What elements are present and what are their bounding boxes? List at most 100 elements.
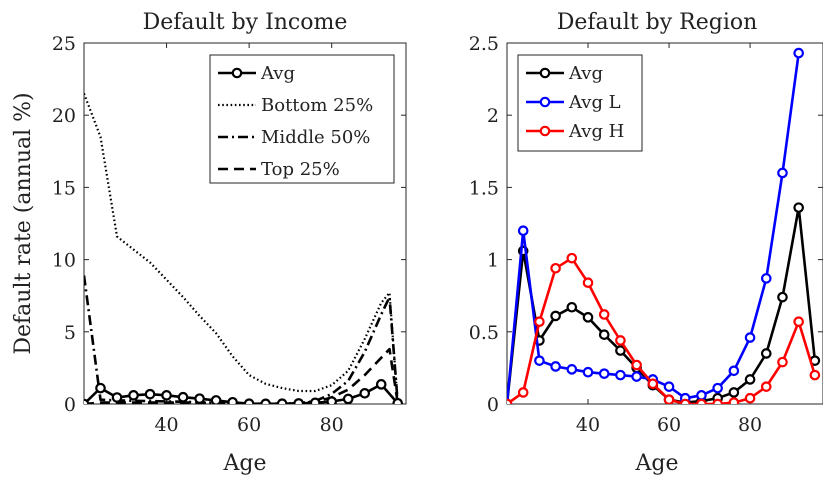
data-point [550, 361, 561, 372]
legend: Avg Bottom 25% Middle 50% Top 25% [209, 54, 395, 184]
chart-title: Default by Income [143, 10, 348, 35]
data-point [793, 316, 804, 327]
legend-swatch-marker [231, 67, 243, 79]
y-tick-label: 25 [52, 33, 76, 55]
y-tick-label: 5 [64, 322, 76, 344]
legend-box [517, 54, 643, 152]
data-point [793, 47, 804, 59]
data-point [696, 398, 707, 404]
data-point [566, 364, 578, 375]
legend-swatch-marker [539, 96, 551, 108]
x-axis-label: Age [223, 451, 267, 476]
x-tick-label: 40 [154, 414, 178, 436]
legend-label: Avg H [568, 121, 624, 142]
y-tick-label: 1.5 [469, 177, 499, 199]
data-point [712, 382, 723, 394]
x-tick-label: 40 [576, 414, 600, 436]
data-point [793, 202, 804, 213]
data-point [777, 291, 788, 303]
data-point [760, 381, 772, 392]
x-tick-label: 80 [738, 414, 762, 436]
data-point [777, 167, 788, 179]
legend-label: Avg [260, 63, 295, 84]
data-point [534, 355, 545, 366]
legend-label: Top 25% [261, 159, 340, 180]
plot-area [84, 93, 404, 404]
data-point [507, 398, 513, 404]
data-point [276, 398, 288, 404]
data-point [598, 368, 610, 379]
plot-area [507, 47, 821, 404]
data-point [84, 398, 90, 404]
data-point [566, 252, 578, 264]
data-point [777, 356, 788, 368]
y-tick-label: 2 [487, 105, 499, 127]
data-point [392, 397, 404, 404]
data-point [760, 348, 772, 359]
data-point [309, 397, 321, 404]
data-point [227, 396, 238, 404]
y-tick-label: 0 [64, 394, 76, 416]
data-point [744, 392, 756, 404]
y-tick-label: 2.5 [469, 33, 499, 55]
data-point [663, 394, 675, 404]
data-point [566, 301, 578, 313]
data-point [809, 369, 821, 381]
data-point [144, 388, 156, 400]
legend: Avg Avg L Avg H [517, 54, 643, 152]
chart-title: Default by Region [557, 10, 758, 35]
data-point [615, 369, 626, 381]
data-point [550, 262, 561, 274]
legend-swatch-marker [539, 125, 551, 137]
data-point [210, 395, 222, 404]
series-line-bottom-25- [84, 93, 399, 403]
data-point [744, 374, 756, 385]
legend-swatch-marker [539, 67, 551, 79]
data-point [517, 387, 529, 398]
series-line-avg [507, 206, 817, 404]
data-point [375, 379, 387, 390]
data-point [550, 310, 561, 322]
legend-label: Avg [568, 63, 603, 84]
x-tick-label: 60 [657, 414, 681, 436]
data-point [696, 390, 707, 401]
data-point [243, 398, 255, 404]
axes-frame [506, 42, 823, 405]
data-point [647, 378, 659, 390]
data-point [582, 312, 594, 323]
chart-panel-2: 0 0.5 1 1.5 2 2.5 40 60 80 Default by Region Age Av… [469, 10, 823, 476]
data-point [744, 332, 756, 343]
y-tick-label: 15 [52, 177, 76, 199]
data-point [111, 392, 123, 403]
data-point [161, 390, 172, 401]
data-point [534, 316, 545, 327]
x-axis-label: Age [635, 451, 679, 476]
y-tick-label: 20 [52, 105, 76, 127]
data-point [582, 366, 594, 378]
legend-label: Bottom 25% [261, 95, 373, 116]
x-tick-label: 80 [320, 414, 344, 436]
data-point [760, 273, 772, 284]
x-tick-label: 60 [237, 414, 261, 436]
data-point [260, 398, 271, 404]
data-point [663, 381, 675, 392]
data-point [95, 382, 106, 394]
y-axis-label: Default rate (annual %) [11, 92, 36, 354]
chart-panel-1: 0 5 10 15 20 25 40 60 80 Default by Income Age Defa… [11, 10, 407, 476]
y-tick-label: 0 [487, 394, 499, 416]
data-point [128, 390, 139, 401]
data-point [326, 396, 337, 404]
data-point [728, 365, 740, 377]
data-point [712, 398, 723, 404]
legend-label: Middle 50% [261, 127, 370, 148]
data-point [631, 359, 642, 371]
y-tick-label: 0.5 [469, 322, 499, 344]
legend-label: Avg L [568, 92, 621, 113]
data-point [293, 398, 304, 404]
data-point [631, 371, 642, 382]
data-point [728, 387, 740, 398]
data-point [582, 277, 594, 289]
data-point [615, 345, 626, 356]
data-point [679, 398, 691, 404]
